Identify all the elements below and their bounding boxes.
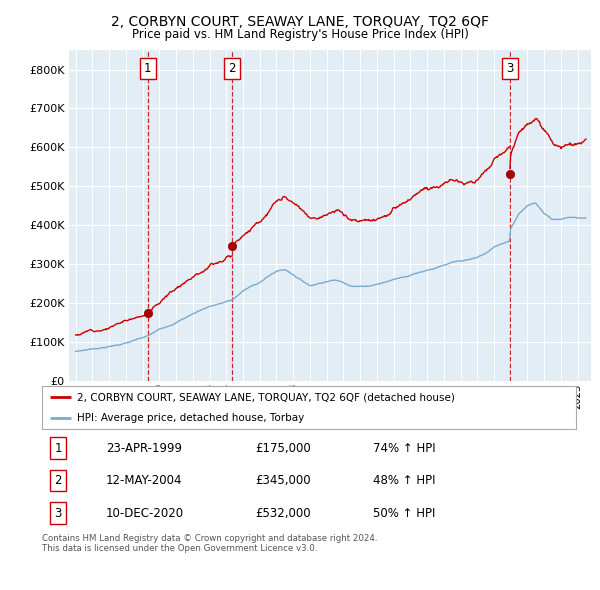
Text: 3: 3 [55, 506, 62, 520]
Text: 74% ↑ HPI: 74% ↑ HPI [373, 441, 436, 455]
Text: 23-APR-1999: 23-APR-1999 [106, 441, 182, 455]
Text: £175,000: £175,000 [256, 441, 311, 455]
Text: 2: 2 [54, 474, 62, 487]
Bar [509, 50, 591, 381]
Text: 1: 1 [144, 62, 152, 75]
Text: 3: 3 [506, 62, 514, 75]
Text: £532,000: £532,000 [256, 506, 311, 520]
Bar [69, 50, 148, 381]
Text: 2: 2 [229, 62, 236, 75]
Text: 48% ↑ HPI: 48% ↑ HPI [373, 474, 436, 487]
Text: 2, CORBYN COURT, SEAWAY LANE, TORQUAY, TQ2 6QF (detached house): 2, CORBYN COURT, SEAWAY LANE, TORQUAY, T… [77, 392, 455, 402]
Text: £345,000: £345,000 [256, 474, 311, 487]
Text: 1: 1 [54, 441, 62, 455]
Bar [148, 50, 232, 381]
Text: 2, CORBYN COURT, SEAWAY LANE, TORQUAY, TQ2 6QF: 2, CORBYN COURT, SEAWAY LANE, TORQUAY, T… [111, 15, 489, 30]
Bar [232, 50, 509, 381]
Text: 50% ↑ HPI: 50% ↑ HPI [373, 506, 436, 520]
Text: HPI: Average price, detached house, Torbay: HPI: Average price, detached house, Torb… [77, 414, 304, 423]
Text: 10-DEC-2020: 10-DEC-2020 [106, 506, 184, 520]
Text: Price paid vs. HM Land Registry's House Price Index (HPI): Price paid vs. HM Land Registry's House … [131, 28, 469, 41]
Text: Contains HM Land Registry data © Crown copyright and database right 2024.
This d: Contains HM Land Registry data © Crown c… [42, 534, 377, 553]
Text: 12-MAY-2004: 12-MAY-2004 [106, 474, 182, 487]
